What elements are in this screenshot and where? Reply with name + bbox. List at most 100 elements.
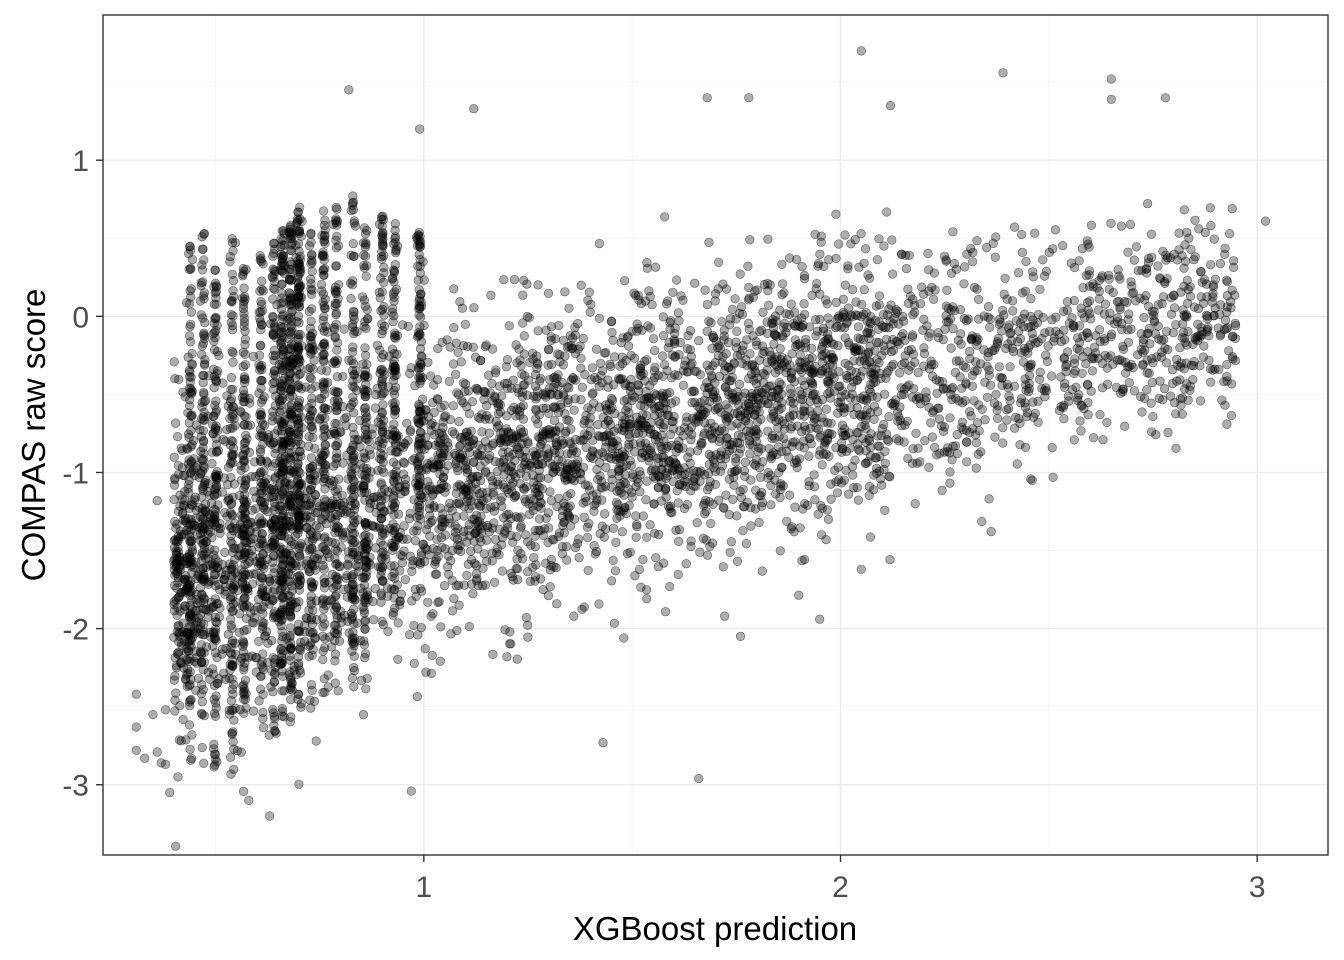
data-points [131,46,1271,851]
data-point [1050,225,1060,235]
data-point [311,521,321,531]
data-point [960,262,970,272]
data-point [361,684,371,694]
data-point [256,397,267,408]
data-point [1076,426,1086,436]
data-point [330,418,340,429]
data-point [252,653,262,663]
data-point [194,613,204,623]
data-point [227,509,237,520]
data-point [300,513,311,523]
data-point [186,307,196,317]
data-point [673,536,684,547]
data-point [226,373,237,383]
data-point [277,655,287,666]
data-point [360,343,370,353]
data-point [706,451,716,461]
data-point [927,282,937,292]
data-point [191,685,201,696]
data-point [285,264,295,274]
data-point [304,605,314,615]
data-point [227,684,237,694]
data-point [268,264,278,274]
data-point [209,762,219,772]
data-point [1205,364,1215,374]
data-point [199,294,209,304]
data-point [248,351,259,362]
data-point [1196,266,1206,277]
data-point [373,562,384,572]
data-point [581,442,591,453]
data-point [307,339,317,349]
data-point [636,582,646,592]
data-point [653,529,664,540]
data-point [250,472,260,482]
data-point [362,412,372,422]
data-point [310,489,320,500]
data-point [194,570,204,580]
data-point [560,409,570,419]
data-point [361,350,371,361]
data-point [364,503,375,513]
data-point [350,463,360,473]
data-point [183,483,193,494]
data-point [170,473,180,483]
data-point [320,235,330,245]
data-point [245,420,255,430]
data-point [184,418,194,428]
data-point [176,736,186,746]
data-point [1153,300,1163,310]
data-point [491,365,501,375]
data-point [332,629,342,639]
data-point [211,635,221,646]
data-point [1163,427,1173,438]
data-point [360,495,370,505]
data-point [452,482,462,492]
data-point [198,277,208,287]
data-point [304,651,314,662]
data-point [169,675,179,685]
data-point [594,402,605,412]
data-point [948,302,958,312]
data-point [310,381,321,391]
data-point [645,520,655,530]
data-point [227,451,237,461]
data-point [230,420,240,431]
data-point [823,389,833,399]
data-point [296,478,306,489]
data-point [294,779,304,789]
data-point [523,620,533,630]
data-point [1046,371,1057,381]
data-point [1017,247,1028,257]
data-point [239,283,249,293]
data-point [227,729,237,740]
data-point [225,252,235,262]
data-point [196,281,206,291]
data-point [365,560,375,570]
data-point [244,394,254,404]
data-point [210,328,220,338]
data-point [186,694,196,705]
data-point [608,523,619,533]
data-point [1161,326,1172,336]
data-point [1077,368,1087,378]
data-point [352,374,362,384]
data-point [579,512,589,522]
data-point [173,506,183,517]
data-point [508,537,518,547]
data-point [692,518,702,528]
data-point [225,396,235,406]
data-point [455,297,465,307]
data-point [826,494,836,504]
data-point [1215,331,1225,341]
data-point [883,365,894,376]
data-point [312,614,322,625]
data-point [239,374,249,384]
data-point [376,448,386,459]
data-point [229,715,239,725]
data-point [210,265,220,275]
data-point [1068,323,1078,333]
data-point [1128,363,1138,373]
data-point [199,657,209,667]
data-point [661,443,671,453]
